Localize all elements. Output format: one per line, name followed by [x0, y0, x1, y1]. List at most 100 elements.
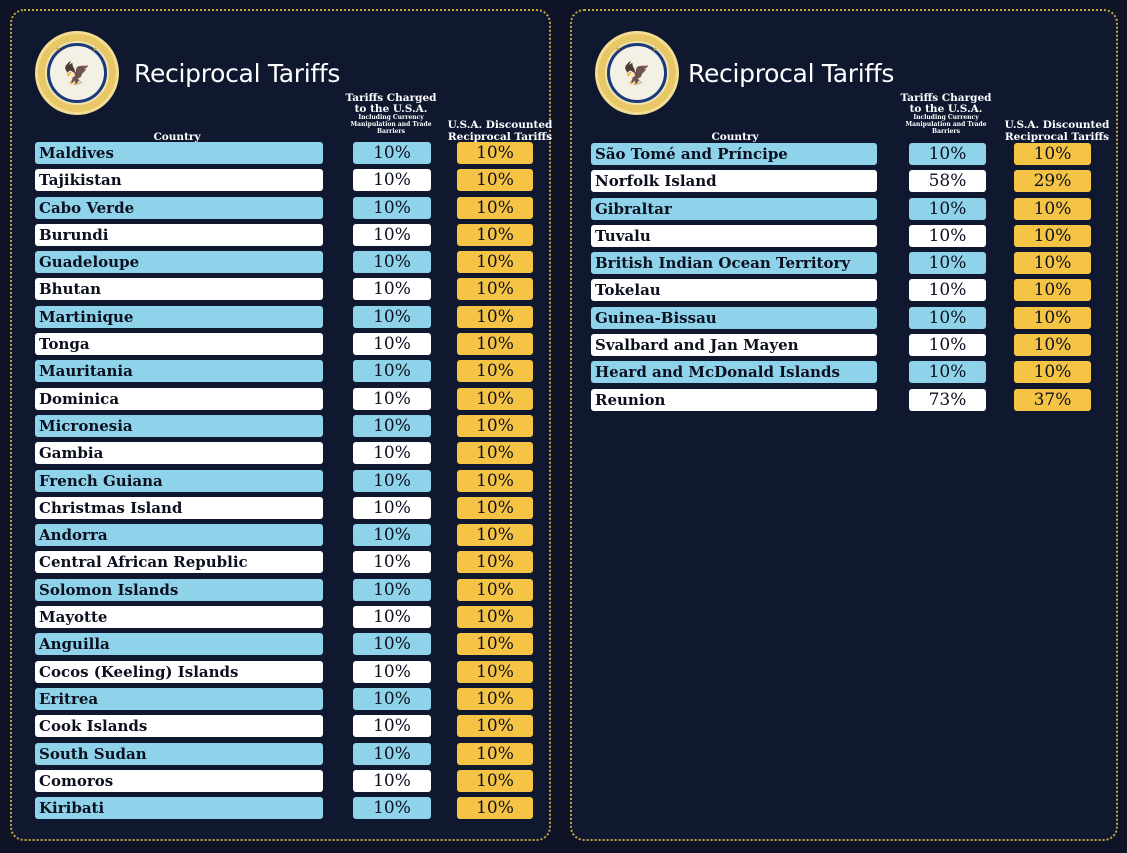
charged-cell: 10% [909, 306, 986, 329]
table-row: Christmas Island 10% 10% [12, 496, 549, 524]
discounted-cell: 10% [457, 142, 533, 164]
country-cell: South Sudan [35, 742, 323, 765]
discounted-cell: 10% [457, 797, 533, 820]
charged-cell: 10% [909, 252, 986, 275]
discounted-cell: 10% [457, 687, 533, 710]
charged-cell: 73% [909, 388, 986, 411]
country-cell: Christmas Island [35, 496, 323, 519]
discounted-cell: 10% [1014, 143, 1091, 165]
charged-cell: 10% [353, 469, 431, 492]
country-cell: Svalbard and Jan Mayen [591, 334, 877, 357]
column-header-discounted: U.S.A. Discounted Reciprocal Tariffs [1004, 119, 1110, 144]
table-row: Burundi 10% 10% [12, 223, 549, 251]
discounted-cell: 10% [457, 469, 533, 492]
country-cell: Mayotte [35, 606, 323, 629]
charged-cell: 10% [353, 414, 431, 437]
charged-cell: 10% [353, 524, 431, 547]
charged-cell: 10% [353, 496, 431, 519]
country-cell: Heard and McDonald Islands [591, 361, 877, 384]
charged-cell: 10% [353, 578, 431, 601]
country-cell: Anguilla [35, 633, 323, 656]
charged-cell: 10% [353, 251, 431, 274]
table-row: Bhutan 10% 10% [12, 278, 549, 305]
discounted-cell: 37% [1014, 388, 1091, 411]
discounted-cell: 10% [457, 524, 533, 547]
table-row: Tuvalu 10% 10% [572, 224, 1116, 252]
table-row: Andorra 10% 10% [12, 524, 549, 551]
table-row: Reunion 73% 37% [572, 388, 1116, 416]
country-cell: Dominica [35, 387, 323, 410]
charged-cell: 10% [353, 633, 431, 656]
charged-cell: 10% [353, 278, 431, 301]
discounted-cell: 10% [457, 414, 533, 437]
table-row: Mauritania 10% 10% [12, 360, 549, 387]
discounted-cell: 10% [457, 169, 533, 192]
country-cell: Bhutan [35, 278, 323, 301]
charged-cell: 10% [909, 224, 986, 247]
presidential-seal-icon: ★ ★ ★ ★ ★ 🦅 [35, 31, 119, 115]
country-cell: Cocos (Keeling) Islands [35, 660, 323, 683]
discounted-cell: 10% [457, 387, 533, 410]
discounted-cell: 10% [457, 305, 533, 328]
table-row: Solomon Islands 10% 10% [12, 578, 549, 606]
country-cell: Gibraltar [591, 197, 877, 220]
country-cell: Norfolk Island [591, 170, 877, 193]
country-cell: Guinea-Bissau [591, 306, 877, 329]
country-cell: Burundi [35, 223, 323, 246]
discounted-cell: 10% [1014, 334, 1091, 357]
table-row: Martinique 10% 10% [12, 305, 549, 333]
country-cell: French Guiana [35, 469, 323, 492]
table-row: Kiribati 10% 10% [12, 797, 549, 824]
country-cell: Tokelau [591, 279, 877, 302]
table-row: Eritrea 10% 10% [12, 687, 549, 715]
table-row: British Indian Ocean Territory 10% 10% [572, 252, 1116, 279]
discounted-cell: 10% [457, 606, 533, 629]
table-row: Anguilla 10% 10% [12, 633, 549, 660]
table-row: Maldives 10% 10% [12, 142, 549, 169]
country-cell: Kiribati [35, 797, 323, 820]
charged-cell: 10% [909, 143, 986, 165]
discounted-cell: 10% [457, 278, 533, 301]
table-row: São Tomé and Príncipe 10% 10% [572, 143, 1116, 170]
country-cell: Central African Republic [35, 551, 323, 574]
charged-cell: 10% [353, 223, 431, 246]
charged-cell: 10% [909, 197, 986, 220]
country-cell: Tajikistan [35, 169, 323, 192]
table-row: Cabo Verde 10% 10% [12, 196, 549, 224]
presidential-seal-icon: ★ ★ ★ ★ ★ 🦅 [595, 31, 679, 115]
country-cell: Eritrea [35, 687, 323, 710]
table-row: Guinea-Bissau 10% 10% [572, 306, 1116, 334]
charged-header-main: Tariffs Charged to the U.S.A. [900, 92, 992, 116]
charged-cell: 58% [909, 170, 986, 193]
country-cell: Solomon Islands [35, 578, 323, 601]
tariff-panel-right: ★ ★ ★ ★ ★ 🦅 Reciprocal Tariffs Country T… [570, 9, 1118, 841]
table-row: Norfolk Island 58% 29% [572, 170, 1116, 197]
country-cell: São Tomé and Príncipe [591, 143, 877, 165]
charged-cell: 10% [353, 169, 431, 192]
table-row: Heard and McDonald Islands 10% 10% [572, 361, 1116, 388]
discounted-cell: 10% [1014, 306, 1091, 329]
table-row: Tonga 10% 10% [12, 333, 549, 360]
discounted-cell: 10% [1014, 252, 1091, 275]
country-cell: Micronesia [35, 414, 323, 437]
table-row: Cocos (Keeling) Islands 10% 10% [12, 660, 549, 688]
charged-cell: 10% [353, 305, 431, 328]
discounted-cell: 10% [457, 633, 533, 656]
discounted-cell: 10% [457, 196, 533, 219]
table-row: Tokelau 10% 10% [572, 279, 1116, 306]
table-row: Svalbard and Jan Mayen 10% 10% [572, 334, 1116, 361]
country-cell: Andorra [35, 524, 323, 547]
charged-cell: 10% [353, 333, 431, 356]
table-row: Gibraltar 10% 10% [572, 197, 1116, 225]
column-header-charged: Tariffs Charged to the U.S.A. Including … [342, 92, 440, 136]
charged-cell: 10% [353, 687, 431, 710]
charged-cell: 10% [909, 279, 986, 302]
country-cell: Guadeloupe [35, 251, 323, 274]
discounted-cell: 10% [457, 442, 533, 465]
table-row: French Guiana 10% 10% [12, 469, 549, 497]
discounted-cell: 10% [457, 360, 533, 383]
country-cell: Maldives [35, 142, 323, 164]
country-cell: Tonga [35, 333, 323, 356]
discounted-cell: 10% [457, 251, 533, 274]
tariff-rows: Maldives 10% 10% Tajikistan 10% 10% Cabo Verde… [12, 142, 549, 824]
